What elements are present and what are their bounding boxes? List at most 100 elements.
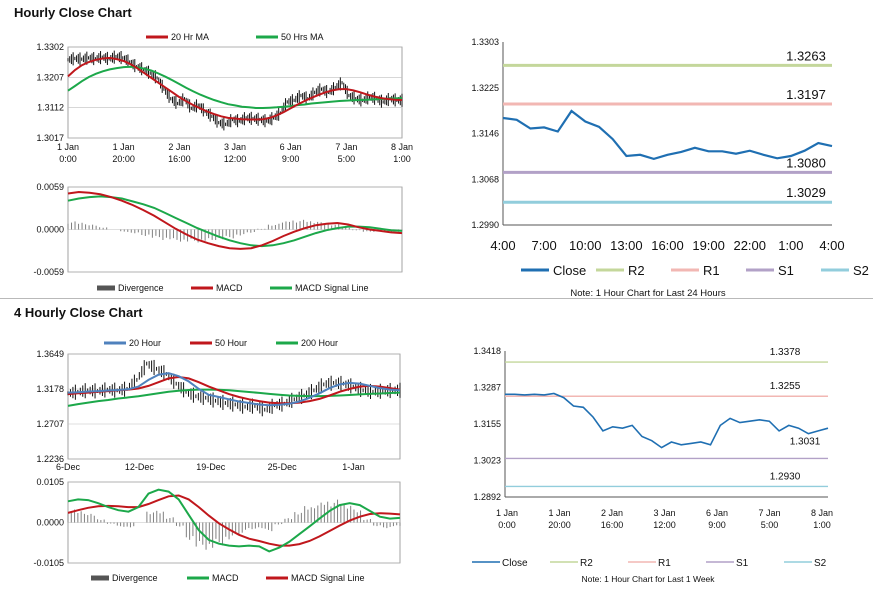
hourly-close-line xyxy=(502,109,833,161)
hourly-level-s2-label: 1.3029 xyxy=(786,185,826,200)
four-hourly-levels-note: Note: 1 Hour Chart for Last 1 Week xyxy=(581,574,715,584)
hourly-levels-y-tick: 1.3068 xyxy=(471,174,499,184)
hourly-price-x-tick: 1 Jan xyxy=(57,142,79,152)
hourly-macd-y-tick: 0.0059 xyxy=(36,182,64,192)
four-hourly-levels-y-tick: 1.2892 xyxy=(473,492,501,502)
four-hourly-levels-x-tick: 5:00 xyxy=(761,520,779,530)
hourly-level-s1-label: 1.3080 xyxy=(786,155,826,170)
legend-20-hour-label: 20 Hour xyxy=(129,338,161,348)
four-hourly-levels-x-tick: 2 Jan xyxy=(601,508,623,518)
four-hourly-price-x-tick: 25-Dec xyxy=(268,462,298,472)
four-hourly-price-x-tick: 19-Dec xyxy=(196,462,226,472)
four-hourly-price-y-tick: 1.2707 xyxy=(36,419,64,429)
hourly-levels-x-tick: 10:00 xyxy=(569,238,602,253)
hourly-price-x-tick: 1 Jan xyxy=(113,142,135,152)
hourly-levels-x-tick: 4:00 xyxy=(490,238,515,253)
hourly-50hrs-ma-line xyxy=(67,65,403,109)
four-hourly-levels-x-tick: 7 Jan xyxy=(758,508,780,518)
hourly-price-y-tick: 1.3017 xyxy=(36,133,64,143)
hourly-price-x-tick: 20:00 xyxy=(112,154,135,164)
legend-hourly-r1-label: R1 xyxy=(703,263,720,278)
hourly-price-x-tick: 8 Jan xyxy=(391,142,413,152)
four-hourly-levels-x-tick: 1:00 xyxy=(813,520,831,530)
hourly-levels-note: Note: 1 Hour Chart for Last 24 Hours xyxy=(570,288,725,299)
legend-50-hour-label: 50 Hour xyxy=(215,338,247,348)
four-hourly-level-s2-label: 1.2930 xyxy=(770,471,801,482)
hourly-price-x-tick: 16:00 xyxy=(168,154,191,164)
hourly-price-x-tick: 12:00 xyxy=(224,154,247,164)
four-hourly-close-line xyxy=(505,392,829,449)
four-hourly-levels-y-tick: 1.3418 xyxy=(473,346,501,356)
legend-hourly-r2-label: R2 xyxy=(628,263,645,278)
legend-4h-macd-signal-label: MACD Signal Line xyxy=(291,573,365,583)
hourly-price-x-tick: 6 Jan xyxy=(280,142,302,152)
legend-4h-r2-label: R2 xyxy=(580,558,593,569)
legend-20hr-ma-label: 20 Hr MA xyxy=(171,32,209,42)
hourly-level-r1-label: 1.3197 xyxy=(786,87,826,102)
section-divider xyxy=(0,298,873,299)
hourly-levels-x-tick: 13:00 xyxy=(610,238,643,253)
four-hourly-levels-y-tick: 1.3023 xyxy=(473,456,501,466)
hourly-levels-x-tick: 7:00 xyxy=(531,238,556,253)
hourly-levels-y-tick: 1.3225 xyxy=(471,83,499,93)
four-hourly-levels-x-tick: 20:00 xyxy=(548,520,571,530)
hourly-price-y-tick: 1.3207 xyxy=(36,72,64,82)
four-hourly-macd-y-tick: -0.0105 xyxy=(33,558,64,568)
hourly-20hr-ma-line xyxy=(67,56,403,121)
legend-hourly-macd-label: MACD xyxy=(216,283,243,293)
legend-4h-close-label: Close xyxy=(502,558,528,569)
four-hourly-price-x-tick: 6-Dec xyxy=(56,462,81,472)
hourly-levels-y-tick: 1.3146 xyxy=(471,129,499,139)
hourly-level-r2-label: 1.3263 xyxy=(786,48,826,63)
four-hourly-levels-x-tick: 8 Jan xyxy=(811,508,833,518)
four-hourly-levels-x-tick: 12:00 xyxy=(653,520,676,530)
hourly-macd-y-tick: -0.0059 xyxy=(33,267,64,277)
four-hourly-20-hour-line xyxy=(67,372,401,407)
four-hourly-macd-signal-line xyxy=(67,494,401,547)
four-hourly-price-x-tick: 1-Jan xyxy=(342,462,365,472)
legend-hourly-s2-label: S2 xyxy=(853,263,869,278)
four-hourly-price-y-tick: 1.2236 xyxy=(36,454,64,464)
hourly-price-x-tick: 3 Jan xyxy=(224,142,246,152)
legend-4h-r1-label: R1 xyxy=(658,558,671,569)
hourly-section-title: Hourly Close Chart xyxy=(14,5,132,20)
hourly-price-x-tick: 7 Jan xyxy=(335,142,357,152)
legend-50hrs-ma-label: 50 Hrs MA xyxy=(281,32,324,42)
four-hourly-level-r2-label: 1.3378 xyxy=(770,347,801,358)
hourly-levels-x-tick: 16:00 xyxy=(651,238,684,253)
hourly-price-x-tick: 5:00 xyxy=(338,154,356,164)
hourly-price-y-tick: 1.3112 xyxy=(37,103,64,113)
legend-200-hour-label: 200 Hour xyxy=(301,338,338,348)
hourly-levels-x-tick: 4:00 xyxy=(819,238,844,253)
hourly-price-y-tick: 1.3302 xyxy=(36,42,64,52)
four-hourly-price-x-tick: 12-Dec xyxy=(125,462,155,472)
four-hourly-price-y-tick: 1.3178 xyxy=(36,384,64,394)
legend-4h-s1-label: S1 xyxy=(736,558,749,569)
hourly-price-x-tick: 1:00 xyxy=(393,154,411,164)
hourly-levels-x-tick: 22:00 xyxy=(733,238,766,253)
four-hourly-macd-y-tick: 0.0000 xyxy=(36,518,64,528)
four-hourly-levels-x-tick: 6 Jan xyxy=(706,508,728,518)
hourly-levels-y-tick: 1.3303 xyxy=(471,37,499,47)
legend-4h-s2-label: S2 xyxy=(814,558,827,569)
four-hourly-macd-y-tick: 0.0105 xyxy=(36,477,64,487)
four-hourly-level-s1-label: 1.3031 xyxy=(790,436,821,447)
legend-hourly-close-label: Close xyxy=(553,263,586,278)
hourly-price-x-tick: 0:00 xyxy=(59,154,77,164)
four-hourly-section-title: 4 Hourly Close Chart xyxy=(14,305,143,320)
four-hourly-levels-x-tick: 9:00 xyxy=(708,520,726,530)
legend-hourly-divergence-label: Divergence xyxy=(118,283,164,293)
hourly-levels-x-tick: 19:00 xyxy=(692,238,725,253)
four-hourly-price-plot-frame xyxy=(67,353,401,460)
four-hourly-levels-x-tick: 16:00 xyxy=(601,520,624,530)
four-hourly-levels-x-tick: 0:00 xyxy=(498,520,516,530)
four-hourly-level-r1-label: 1.3255 xyxy=(770,381,801,392)
four-hourly-macd-line xyxy=(67,488,401,553)
hourly-macd-y-tick: 0.0000 xyxy=(36,225,64,235)
legend-4h-macd-label: MACD xyxy=(212,573,239,583)
hourly-levels-y-tick: 1.2990 xyxy=(471,220,499,230)
four-hourly-levels-x-tick: 1 Jan xyxy=(548,508,570,518)
four-hourly-levels-x-tick: 3 Jan xyxy=(653,508,675,518)
hourly-price-x-tick: 9:00 xyxy=(282,154,300,164)
